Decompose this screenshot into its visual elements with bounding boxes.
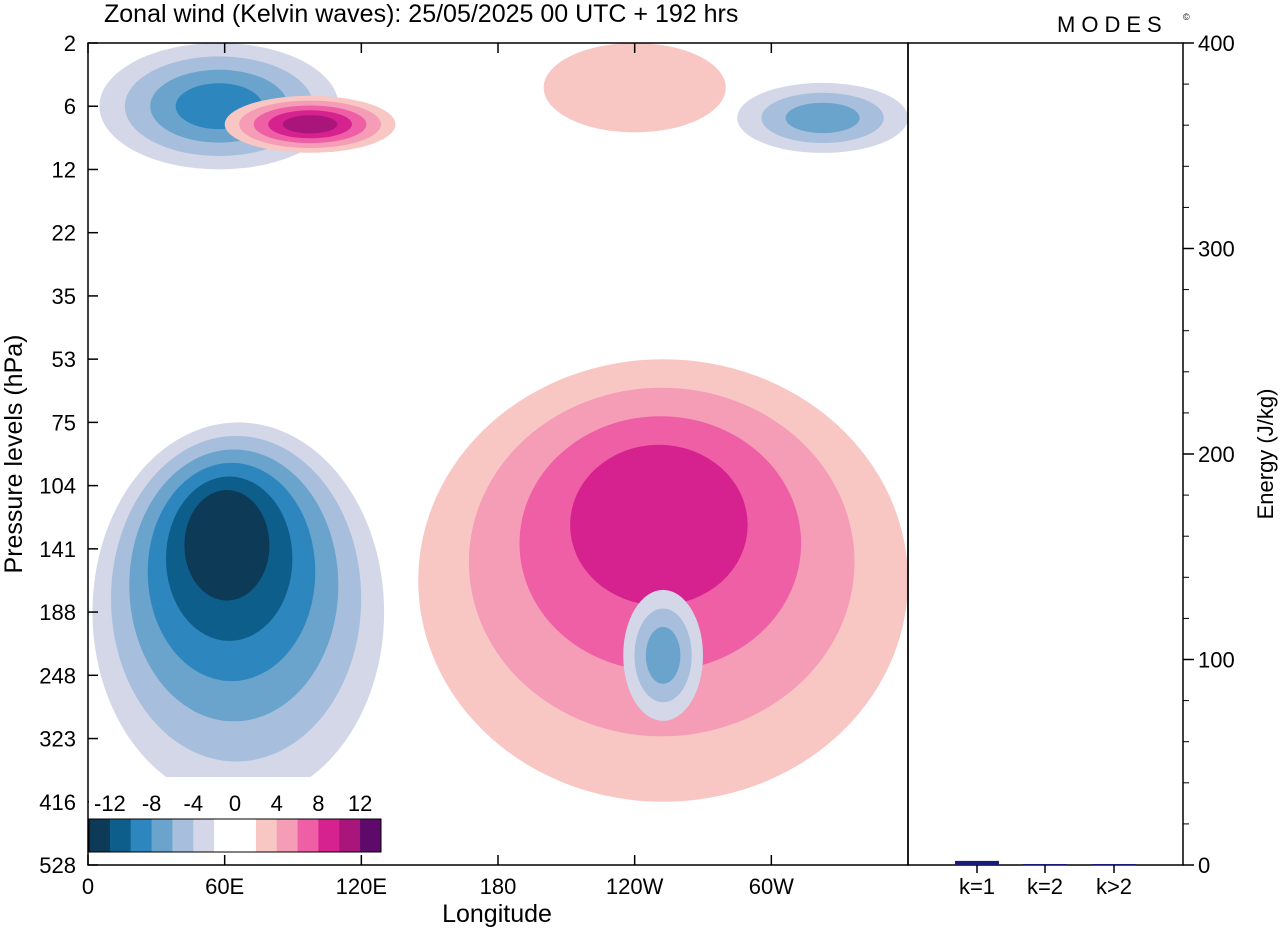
colorbar-swatch — [276, 819, 298, 852]
x-tick-label: 120W — [606, 874, 664, 899]
colorbar-swatch — [318, 819, 340, 852]
y-tick-label: 35 — [52, 284, 76, 309]
colorbar-swatch — [360, 819, 382, 852]
y-tick-label: 12 — [52, 157, 76, 182]
y-tick-label: 75 — [52, 410, 76, 435]
contour-band — [645, 627, 681, 684]
contour-group — [623, 589, 703, 721]
colorbar-swatch — [172, 819, 194, 852]
colorbar-swatch — [255, 819, 278, 852]
contour-group — [92, 422, 385, 802]
energy-bar — [1092, 864, 1136, 866]
contour-band — [570, 444, 748, 606]
colorbar-label: 4 — [271, 791, 283, 816]
contour-group — [224, 95, 396, 153]
x-tick-label: 120E — [336, 874, 387, 899]
colorbar-swatch — [130, 819, 152, 852]
colorbar-swatch — [235, 819, 257, 852]
energy-axis-label: Energy (J/kg) — [1253, 389, 1278, 520]
energy-tick-label: 0 — [1198, 853, 1210, 878]
chart-title: Zonal wind (Kelvin waves): 25/05/2025 00… — [104, 0, 738, 28]
colorbar-label: 8 — [312, 791, 324, 816]
colorbar-frame — [88, 818, 382, 853]
colorbar-swatch — [297, 819, 319, 852]
colorbar-swatch — [193, 819, 215, 852]
x-axis-label: Longitude — [442, 900, 552, 928]
energy-panel: k=1 k=2 k>2 0 100 200 300 400 Energy (J/kg) — [907, 31, 1278, 899]
contour-group — [418, 359, 908, 802]
energy-tick-label: 200 — [1198, 442, 1235, 467]
x-tick-label: 180 — [480, 874, 517, 899]
colorbar-swatch — [109, 819, 132, 852]
brand-name: MODES — [1057, 12, 1168, 37]
y-tick-label: 188 — [39, 600, 76, 625]
x-tick-label: 60E — [205, 874, 244, 899]
brand-mark: © — [1183, 12, 1190, 22]
x-tick-label: 60W — [749, 874, 794, 899]
colorbar: -12 -8 -4 0 4 8 12 — [88, 777, 382, 853]
y-tick-label: 53 — [52, 347, 76, 372]
colorbar-label: -12 — [94, 791, 126, 816]
contour-group — [543, 43, 726, 133]
y-tick-label: 323 — [39, 727, 76, 752]
energy-tick-label: 400 — [1198, 31, 1235, 56]
colorbar-label: -8 — [142, 791, 162, 816]
y-tick-label: 2 — [64, 31, 76, 56]
contour-band — [785, 102, 860, 134]
y-axis: 2 6 12 22 35 53 75 104 141 188 248 323 416 528 — [39, 31, 98, 878]
y-tick-label: 416 — [39, 790, 76, 815]
energy-bar — [1023, 864, 1067, 866]
x-tick-label: 0 — [82, 874, 94, 899]
energy-bar — [955, 860, 999, 865]
colorbar-label: -4 — [184, 791, 204, 816]
energy-tick-label: 300 — [1198, 237, 1235, 262]
colorbar-label: 0 — [229, 791, 241, 816]
hovmoller-plot: 0 60E 120E 180 120W 60W 2 6 12 22 35 53 75 104 141 188… — [0, 31, 909, 928]
contour-band — [543, 43, 726, 133]
modes-logo: MODES © — [1057, 12, 1190, 37]
contour-group — [737, 82, 908, 153]
colorbar-swatch — [339, 819, 361, 852]
colorbar-swatch — [151, 819, 173, 852]
y-tick-label: 528 — [39, 853, 76, 878]
wind-contours — [92, 43, 908, 802]
y-tick-label: 22 — [52, 221, 76, 246]
contour-band — [184, 490, 270, 601]
y-tick-label: 6 — [64, 94, 76, 119]
energy-tick-label: 100 — [1198, 648, 1235, 673]
y-axis-label: Pressure levels (hPa) — [0, 335, 28, 574]
colorbar-swatch — [89, 819, 111, 852]
colorbar-swatch — [214, 819, 236, 852]
y-tick-label: 104 — [39, 474, 76, 499]
energy-frame — [907, 42, 1184, 866]
energy-category-label: k>2 — [1096, 874, 1132, 899]
energy-bars: k=1 k=2 k>2 — [955, 860, 1136, 899]
x-axis: 0 60E 120E 180 120W 60W — [82, 43, 794, 899]
energy-axis: 0 100 200 300 400 — [1183, 31, 1235, 878]
energy-category-label: k=2 — [1027, 874, 1063, 899]
colorbar-label: 12 — [348, 791, 372, 816]
energy-category-label: k=1 — [959, 874, 995, 899]
contour-band — [282, 115, 338, 134]
y-tick-label: 248 — [39, 663, 76, 688]
y-tick-label: 141 — [39, 537, 76, 562]
